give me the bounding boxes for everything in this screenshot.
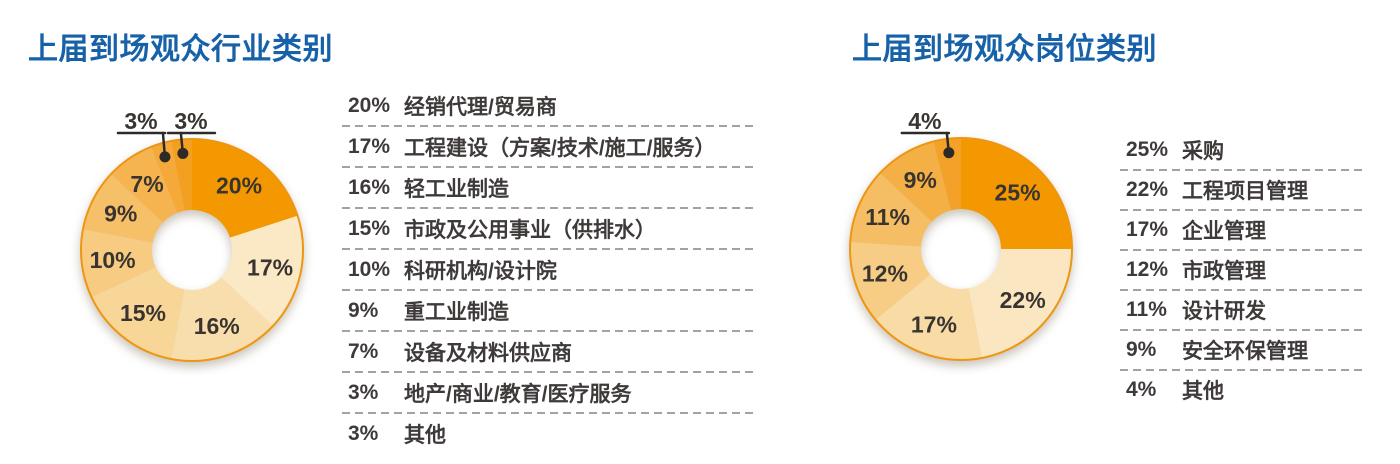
legend-label: 企业管理 bbox=[1182, 220, 1266, 243]
legend-percent: 16% bbox=[348, 175, 391, 199]
legend-label: 设计研发 bbox=[1182, 300, 1266, 323]
legend-label: 工程项目管理 bbox=[1182, 180, 1308, 203]
legend-label: 地产/商业/教育/医疗服务 bbox=[404, 382, 632, 406]
position-legend: 25% 采购 22% 工程项目管理 17% 企业管理 12% 市政管理 11% 设计研发 9% 安全环… bbox=[1120, 130, 1362, 410]
legend-percent: 4% bbox=[1126, 378, 1157, 401]
pie-slice-10% bbox=[80, 229, 156, 298]
legend-percent: 7% bbox=[348, 339, 379, 363]
slice-value-label: 17% bbox=[911, 311, 957, 337]
pie-slice-7% bbox=[111, 146, 178, 223]
slice-value-label: 22% bbox=[1000, 287, 1046, 313]
legend-label: 经销代理/贸易商 bbox=[404, 95, 557, 119]
donut-slices bbox=[80, 138, 304, 362]
pie-slice-22% bbox=[968, 249, 1072, 359]
callout-value-label: 3% bbox=[124, 108, 157, 134]
slice-value-label: 9% bbox=[104, 201, 137, 227]
slice-value-label: 9% bbox=[904, 167, 937, 193]
pie-slice-9% bbox=[82, 174, 163, 243]
legend-label: 重工业制造 bbox=[404, 300, 509, 324]
legend-percent: 3% bbox=[348, 421, 379, 445]
callout-dot-icon bbox=[177, 147, 189, 159]
slice-value-label: 7% bbox=[130, 171, 163, 197]
legend-percent: 9% bbox=[1126, 338, 1157, 361]
pie-slice-15% bbox=[91, 267, 185, 360]
donut-outer-ring bbox=[80, 138, 304, 362]
industry-donut-chart: 20% 17% 16% 15% 10% 9% 7% 3% 3% bbox=[80, 108, 304, 362]
legend-row: 16% 轻工业制造 bbox=[342, 167, 757, 209]
legend-row: 3% 其他 bbox=[342, 413, 757, 454]
legend-label: 科研机构/设计院 bbox=[404, 259, 557, 283]
industry-legend: 20% 经销代理/贸易商 17% 工程建设（方案/技术/施工/服务） 16% 轻工业制造 1… bbox=[342, 85, 757, 454]
legend-label: 市政及公用事业（供排水） bbox=[404, 218, 656, 242]
pie-slice-9% bbox=[880, 141, 952, 222]
callout-value-label: 3% bbox=[174, 108, 207, 134]
position-donut-chart: 25% 22% 17%12% 11% 9% 4% bbox=[849, 108, 1073, 361]
legend-percent: 11% bbox=[1126, 298, 1167, 321]
callout-value-label: 4% bbox=[908, 108, 941, 134]
legend-label: 安全环保管理 bbox=[1182, 340, 1308, 363]
donut-outer-ring bbox=[849, 137, 1073, 361]
pie-slice-4% bbox=[933, 138, 961, 211]
legend-label: 轻工业制造 bbox=[404, 177, 509, 201]
legend-row: 7% 设备及材料供应商 bbox=[342, 331, 757, 373]
slice-value-label: 25% bbox=[995, 179, 1041, 205]
pie-slice-3% bbox=[151, 140, 185, 213]
legend-row: 9% 安全环保管理 bbox=[1120, 330, 1362, 371]
slice-value-label: 11% bbox=[865, 204, 910, 230]
pie-slice-12% bbox=[850, 242, 931, 320]
legend-label: 其他 bbox=[1182, 380, 1224, 403]
legend-percent: 22% bbox=[1126, 178, 1169, 201]
pie-slice-16% bbox=[171, 277, 273, 361]
slice-value-label: 20% bbox=[216, 172, 262, 198]
industry-chart-title: 上届到场观众行业类别 bbox=[28, 33, 333, 66]
slice-value-label: 12% bbox=[862, 261, 908, 287]
slice-value-label: 10% bbox=[90, 247, 136, 273]
legend-row: 3% 地产/商业/教育/医疗服务 bbox=[342, 372, 757, 414]
legend-label: 采购 bbox=[1182, 140, 1224, 163]
legend-percent: 10% bbox=[348, 257, 391, 281]
legend-label: 工程建设（方案/技术/施工/服务） bbox=[404, 136, 716, 160]
position-chart-title: 上届到场观众岗位类别 bbox=[852, 33, 1157, 66]
legend-percent: 15% bbox=[348, 216, 391, 240]
legend-percent: 9% bbox=[348, 298, 379, 322]
donut-slices bbox=[849, 137, 1073, 361]
legend-row: 11% 设计研发 bbox=[1120, 290, 1362, 331]
legend-row: 17% 工程建设（方案/技术/施工/服务） bbox=[342, 126, 757, 168]
legend-row: 4% 其他 bbox=[1120, 370, 1362, 410]
legend-percent: 12% bbox=[1126, 258, 1169, 281]
callout-dot-icon bbox=[159, 151, 171, 163]
legend-percent: 17% bbox=[348, 134, 391, 158]
legend-percent: 3% bbox=[348, 380, 379, 404]
pie-slice-17% bbox=[875, 274, 982, 361]
legend-percent: 20% bbox=[348, 93, 391, 117]
legend-label: 市政管理 bbox=[1182, 260, 1266, 283]
legend-row: 10% 科研机构/设计院 bbox=[342, 249, 757, 291]
pie-slice-17% bbox=[221, 215, 303, 326]
legend-row: 12% 市政管理 bbox=[1120, 250, 1362, 291]
pie-slice-25% bbox=[961, 138, 1072, 249]
legend-row: 22% 工程项目管理 bbox=[1120, 170, 1362, 211]
legend-percent: 17% bbox=[1126, 218, 1169, 241]
legend-row: 15% 市政及公用事业（供排水） bbox=[342, 208, 757, 250]
legend-row: 17% 企业管理 bbox=[1120, 210, 1362, 251]
pie-slice-11% bbox=[850, 173, 932, 247]
slice-value-label: 17% bbox=[247, 254, 293, 280]
callout-dot-icon bbox=[943, 147, 955, 159]
legend-label: 其他 bbox=[404, 423, 446, 447]
slice-value-label: 15% bbox=[120, 300, 166, 326]
legend-percent: 25% bbox=[1126, 138, 1169, 161]
legend-row: 20% 经销代理/贸易商 bbox=[342, 85, 757, 127]
legend-row: 9% 重工业制造 bbox=[342, 290, 757, 332]
legend-label: 设备及材料供应商 bbox=[404, 341, 572, 365]
pie-slice-20% bbox=[192, 139, 298, 238]
legend-row: 25% 采购 bbox=[1120, 130, 1362, 171]
slice-value-label: 16% bbox=[194, 313, 240, 339]
